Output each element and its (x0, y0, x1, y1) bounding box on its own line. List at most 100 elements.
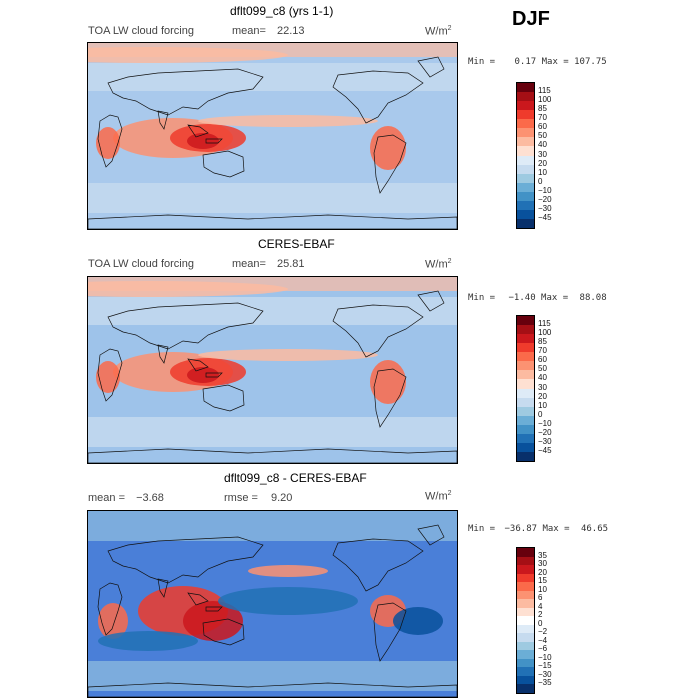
colorbar-tick-label: 30 (538, 149, 547, 159)
colorbar-swatch (517, 406, 534, 416)
colorbar-swatch (517, 352, 534, 362)
colorbar-swatch (517, 155, 534, 165)
colorbar-swatch (517, 379, 534, 389)
panel2-colorbar-labels: 115 100 85 70 60 50 40 30 20 10 0 −10 −20 −30 −45 (538, 315, 578, 460)
colorbar-tick-label: 30 (538, 382, 547, 392)
colorbar-tick-label: 0 (538, 176, 543, 186)
colorbar-swatch (517, 370, 534, 380)
colorbar-tick-label: −30 (538, 669, 552, 679)
colorbar-swatch (517, 675, 534, 685)
panel3-mean: mean = −3.68 (88, 492, 164, 504)
colorbar-swatch (517, 173, 534, 183)
panel1-mean-label: mean= (232, 25, 266, 37)
coastline (417, 56, 445, 78)
panel3-title: dflt099_c8 - CERES-EBAF (224, 471, 367, 485)
panel2-mean: mean= 25.81 (232, 258, 305, 270)
map-anomaly (96, 361, 120, 393)
coastline (373, 602, 407, 662)
map-anomaly (198, 115, 378, 127)
colorbar-swatch (517, 146, 534, 156)
panel2-mean-value: 25.81 (277, 258, 305, 270)
colorbar-swatch (517, 415, 534, 425)
colorbar-tick-label: 0 (538, 409, 543, 419)
map-anomaly (187, 367, 219, 383)
colorbar-tick-label: 115 (538, 319, 551, 329)
colorbar-swatch (517, 433, 534, 443)
panel2-minmax: Min = −1.40 Max = 88.08 (468, 293, 607, 303)
panel3-min-value: −36.87 (504, 524, 538, 534)
colorbar-tick-label: −45 (538, 445, 552, 455)
panel1-title: dflt099_c8 (yrs 1-1) (230, 4, 334, 18)
coastline (202, 150, 245, 178)
panel3-mean-label: mean = (88, 492, 125, 504)
panel2-max-label: Max = (541, 293, 569, 303)
colorbar-swatch (517, 92, 534, 102)
colorbar-tick-label: 4 (538, 601, 543, 611)
colorbar-tick-label: 2 (538, 610, 543, 620)
map-band (88, 417, 457, 447)
colorbar-tick-label: −20 (538, 427, 552, 437)
colorbar-swatch (517, 442, 534, 452)
season-label: DJF (512, 8, 550, 30)
colorbar-swatch (517, 556, 534, 566)
colorbar-swatch (517, 83, 534, 93)
colorbar-tick-label: 115 (538, 86, 551, 96)
panel2-map (87, 276, 458, 464)
panel1-mean: mean= 22.13 (232, 25, 305, 37)
coastline (373, 368, 407, 428)
panel1-min-label: Min = (468, 57, 496, 67)
colorbar-swatch (517, 128, 534, 138)
coastline (107, 68, 264, 116)
colorbar-tick-label: 85 (538, 104, 547, 114)
coastline (373, 134, 407, 194)
colorbar-tick-label: 10 (538, 400, 547, 410)
map-band (88, 183, 457, 213)
coastline (157, 110, 169, 130)
colorbar-tick-label: 70 (538, 346, 547, 356)
panel1-units-text: W/m (425, 25, 448, 38)
panel1-units: W/m2 (425, 25, 452, 38)
colorbar-tick-label: 10 (538, 584, 547, 594)
panel1-max-label: Max = (541, 57, 569, 67)
map-anomaly (88, 281, 288, 297)
colorbar-swatch (517, 119, 534, 129)
coastline (187, 358, 223, 378)
colorbar-tick-label: −10 (538, 652, 552, 662)
map-anomaly (88, 47, 288, 63)
panel2-units-exp: 2 (447, 258, 452, 265)
colorbar-tick-label: 40 (538, 140, 547, 150)
coastline (157, 344, 169, 364)
panel3-colorbar (516, 547, 535, 694)
coastline (332, 304, 424, 358)
coastline (332, 538, 424, 592)
coastline (417, 524, 445, 546)
coastline (202, 384, 245, 412)
colorbar-swatch (517, 218, 534, 228)
colorbar-tick-label: 20 (538, 567, 547, 577)
colorbar-tick-label: −2 (538, 627, 548, 637)
panel3-min-label: Min = (468, 524, 496, 534)
panel1-max-value: 107.75 (574, 57, 607, 67)
panel3-max-label: Max = (542, 524, 570, 534)
colorbar-swatch (517, 101, 534, 111)
panel2-max-value: 88.08 (579, 293, 607, 303)
colorbar-swatch (517, 334, 534, 344)
colorbar-swatch (517, 424, 534, 434)
panel1-minmax: Min = 0.17 Max = 107.75 (468, 57, 607, 67)
colorbar-swatch (517, 397, 534, 407)
colorbar-swatch (517, 599, 534, 608)
colorbar-swatch (517, 633, 534, 642)
colorbar-tick-label: 100 (538, 95, 552, 105)
colorbar-swatch (517, 573, 534, 583)
colorbar-swatch (517, 565, 534, 574)
map-anomaly (218, 587, 358, 615)
colorbar-tick-label: −30 (538, 436, 552, 446)
colorbar-tick-label: 50 (538, 131, 547, 141)
colorbar-swatch (517, 582, 534, 591)
coastline (417, 290, 445, 312)
colorbar-tick-label: −30 (538, 203, 552, 213)
coastline (97, 582, 123, 636)
map-anomaly (198, 349, 378, 361)
colorbar-swatch (517, 325, 534, 335)
colorbar-swatch (517, 316, 534, 326)
